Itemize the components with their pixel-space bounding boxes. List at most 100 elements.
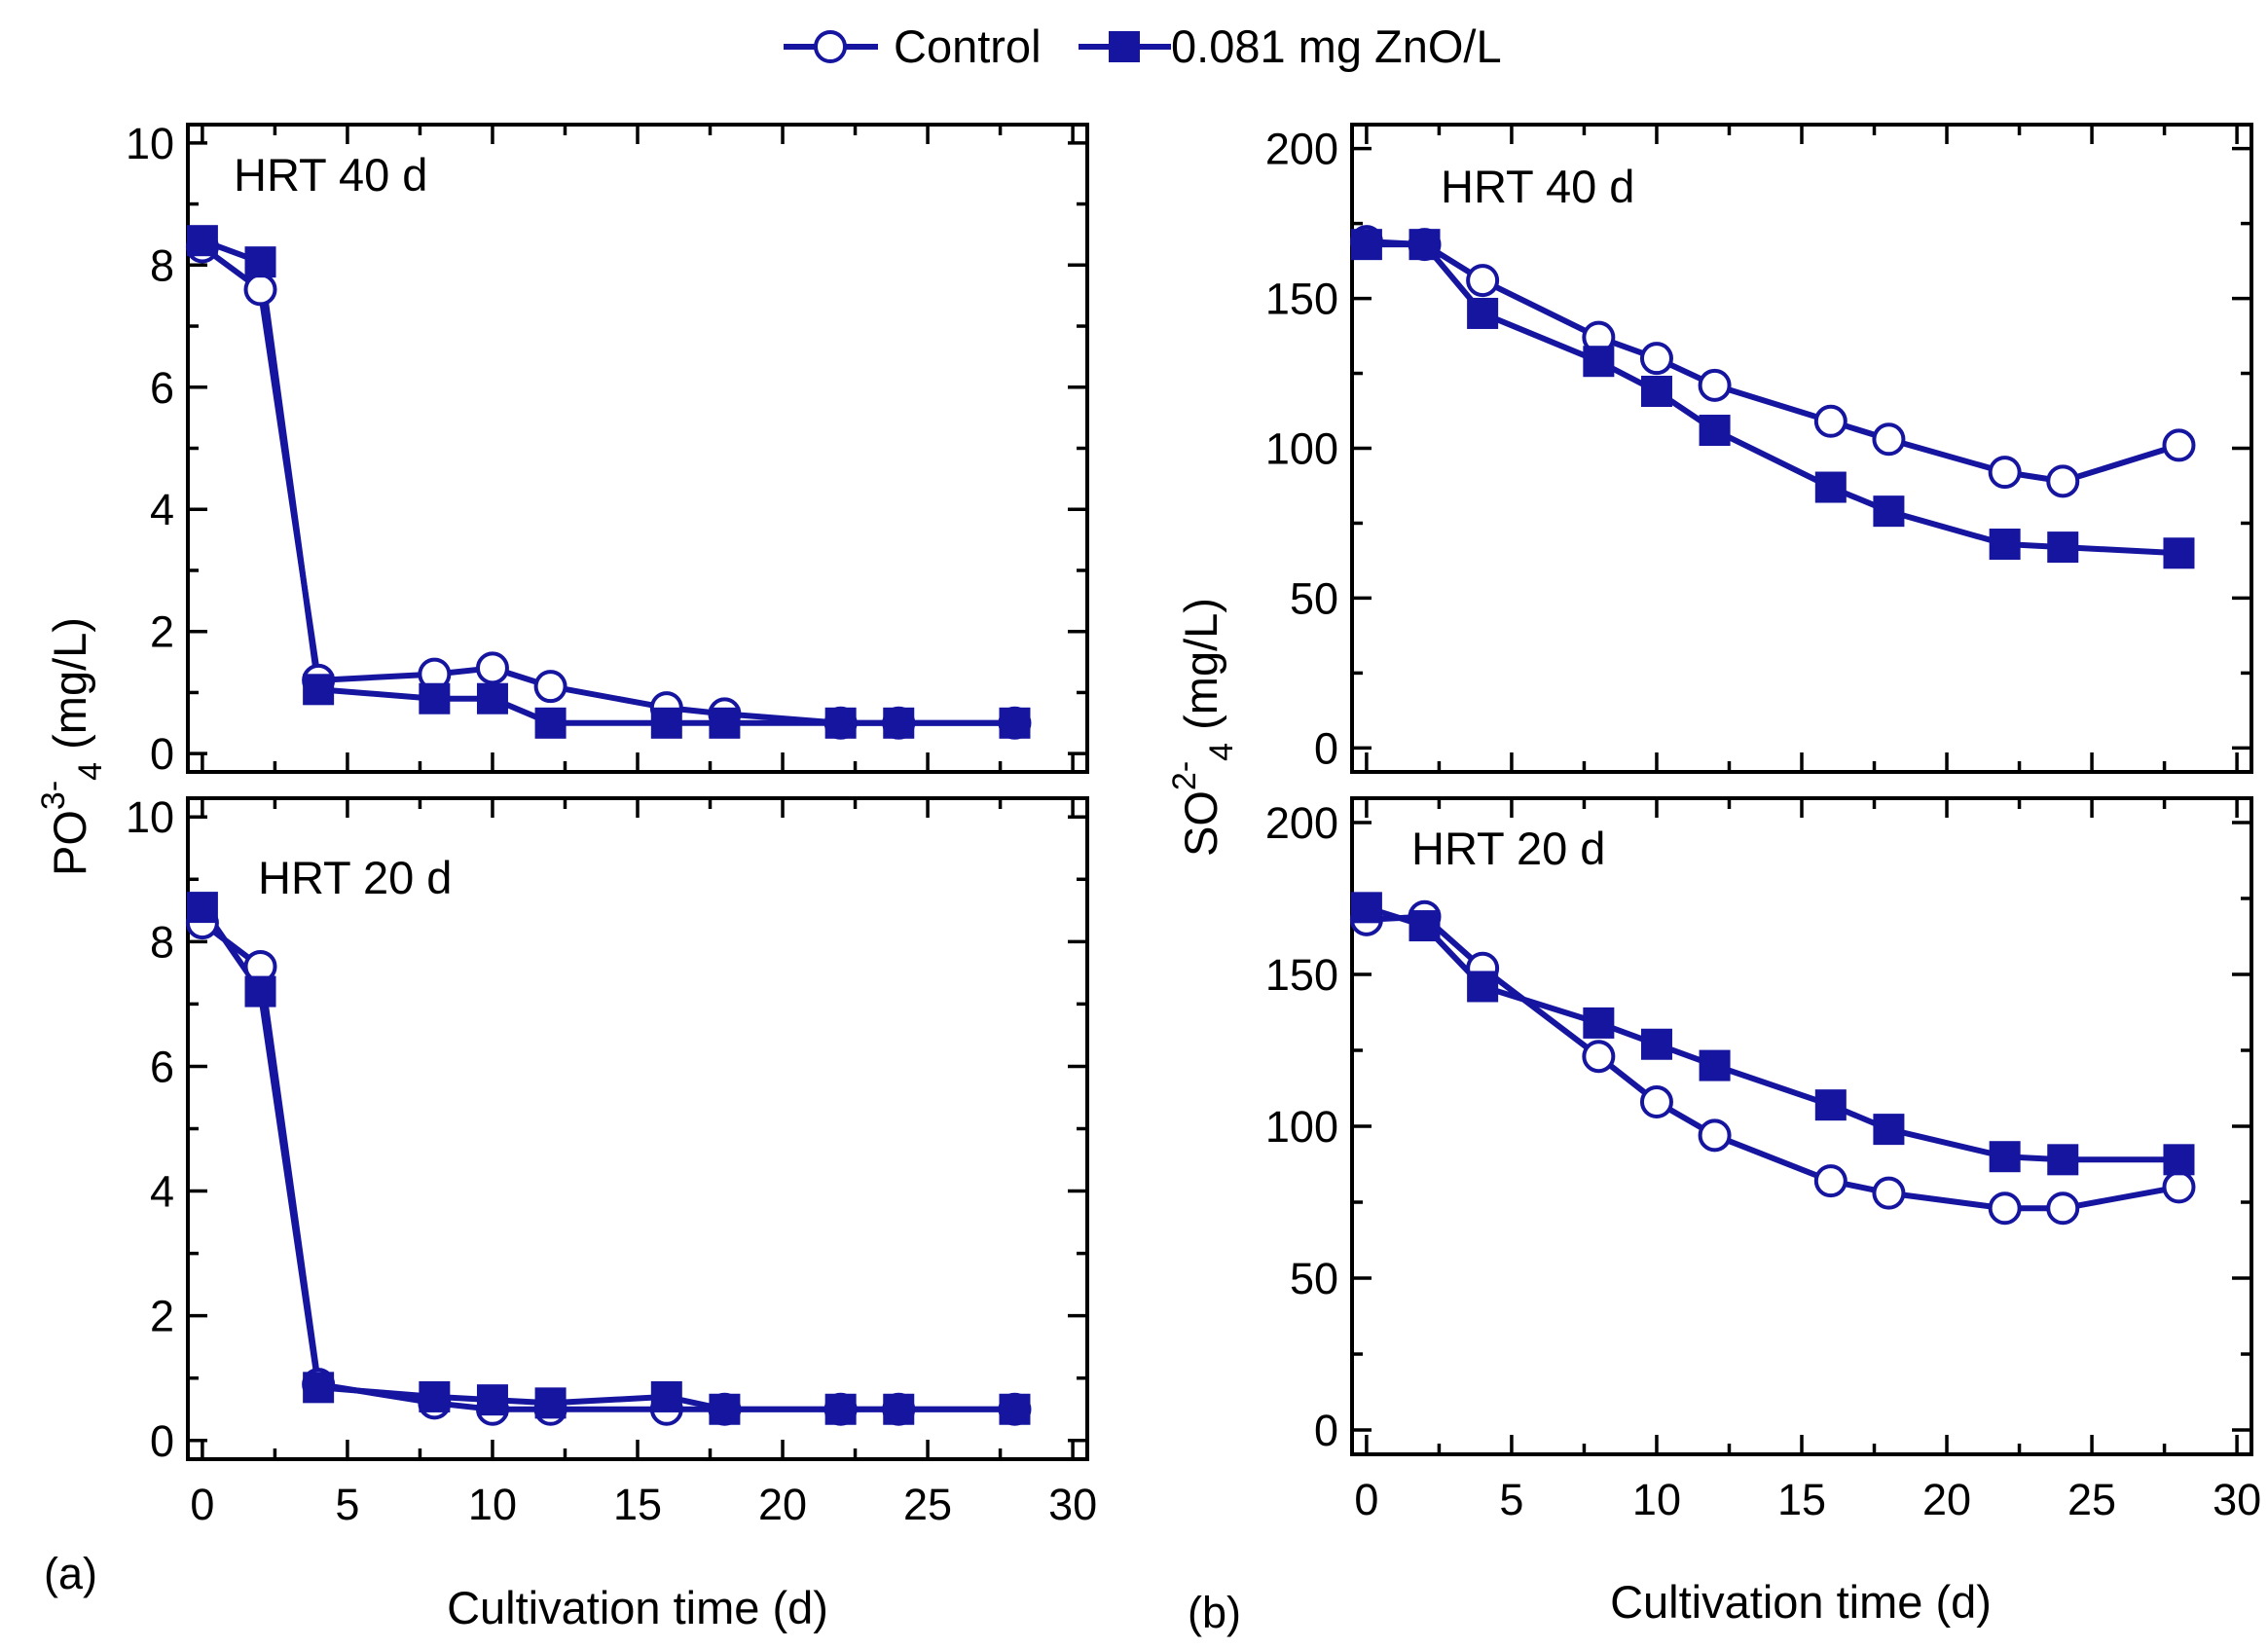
x-tick-label: 25: [2067, 1475, 2116, 1524]
data-point-zno: [824, 1393, 857, 1425]
x-tick-label: 20: [758, 1480, 807, 1529]
y-tick-label: 6: [150, 1042, 174, 1091]
data-point-zno: [303, 1372, 335, 1404]
series-line-zno: [1365, 904, 2179, 1163]
hrt-label: HRT 20 d: [258, 852, 452, 903]
x-tick-label: 20: [1922, 1475, 1971, 1524]
plot-b-bottom: 0 5 10 15 20 25 30 0 50 100 150 200 HRT 20 d: [1265, 796, 2261, 1524]
y-tick-label: 50: [1290, 573, 1338, 623]
y-tick-label: 200: [1265, 125, 1338, 174]
y-tick-label: 0: [150, 729, 174, 779]
y-tick-label: 50: [1290, 1254, 1338, 1303]
data-point-control: [1466, 264, 1500, 298]
data-point-control: [2046, 464, 2080, 498]
data-point-zno: [476, 1384, 508, 1416]
x-tick-label: 30: [2213, 1475, 2261, 1524]
data-point-zno: [1989, 529, 2021, 561]
data-point-control: [1988, 456, 2022, 490]
data-point-control: [1813, 1164, 1847, 1198]
y-axis-title-b: SO2-4 (mg/L): [1166, 598, 1240, 857]
x-axis-title-b: Cultivation time (d): [1610, 1576, 1992, 1628]
x-tick-label: 0: [1354, 1475, 1378, 1524]
data-point-zno: [1408, 229, 1441, 261]
data-point-zno: [650, 707, 682, 739]
data-point-zno: [1350, 892, 1382, 924]
data-point-control: [1872, 422, 1906, 457]
y-tick-label: 0: [1314, 723, 1338, 773]
data-point-zno: [2163, 1144, 2195, 1176]
x-tick-label: 0: [190, 1480, 214, 1529]
data-point-zno: [419, 682, 451, 715]
data-point-zno: [186, 225, 218, 257]
data-point-zno: [2047, 531, 2079, 564]
data-point-zno: [1467, 297, 1499, 329]
data-point-zno: [709, 707, 741, 739]
axes-frame: [1350, 123, 2253, 774]
data-point-zno: [1350, 229, 1382, 261]
data-point-zno: [534, 1387, 567, 1419]
data-point-zno: [1699, 1049, 1731, 1081]
data-point-control: [1582, 1040, 1616, 1074]
data-point-zno: [534, 707, 567, 739]
y-tick-label: 4: [150, 1167, 174, 1217]
x-tick-label: 10: [1632, 1475, 1681, 1524]
data-point-zno: [303, 674, 335, 706]
y-tick-label: 2: [150, 1292, 174, 1341]
data-point-zno: [1640, 376, 1672, 408]
panel-b: 0 50 100 150 200 HRT 40 d 0 5 10 15 20 25 30 0 50 100…: [1166, 123, 2261, 1637]
legend: Control 0.081 mg ZnO/L: [784, 20, 1502, 72]
data-point-zno: [1408, 910, 1441, 942]
data-point-control: [1639, 342, 1673, 376]
panel-letter-a: (a): [44, 1549, 97, 1598]
y-tick-label: 150: [1265, 275, 1338, 324]
data-point-zno: [186, 892, 218, 924]
y-tick-label: 200: [1265, 798, 1338, 848]
data-point-zno: [1873, 495, 1905, 528]
data-point-zno: [1467, 971, 1499, 1003]
y-tick-label: 2: [150, 607, 174, 657]
data-point-zno: [2163, 537, 2195, 569]
y-tick-label: 4: [150, 485, 174, 534]
series-line-control: [201, 244, 1015, 726]
hrt-label: HRT 20 d: [1411, 823, 1605, 874]
data-point-zno: [999, 707, 1031, 739]
data-point-control: [1698, 368, 1732, 402]
data-point-control: [475, 651, 509, 685]
data-point-zno: [709, 1393, 741, 1425]
data-point-zno: [2047, 1144, 2079, 1176]
x-tick-label: 15: [1777, 1475, 1826, 1524]
y-tick-label: 150: [1265, 950, 1338, 1000]
data-point-control: [243, 273, 277, 307]
x-tick-label: 10: [468, 1480, 517, 1529]
y-tick-label: 8: [150, 240, 174, 290]
data-point-control: [1988, 1191, 2022, 1226]
y-tick-label: 10: [126, 792, 174, 842]
series-line-control: [201, 920, 1015, 1412]
data-point-zno: [883, 707, 915, 739]
axes-frame: [1350, 796, 2253, 1456]
x-tick-label: 25: [903, 1480, 952, 1529]
data-point-zno: [883, 1393, 915, 1425]
data-point-zno: [244, 246, 276, 278]
data-point-zno: [1814, 1089, 1847, 1121]
y-tick-label: 100: [1265, 1102, 1338, 1152]
data-point-control: [533, 670, 567, 704]
data-point-zno: [1583, 1007, 1615, 1039]
x-tick-label: 5: [335, 1480, 359, 1529]
panel-letter-b: (b): [1188, 1588, 1241, 1637]
y-tick-label: 6: [150, 363, 174, 413]
x-axis-title-a: Cultivation time (d): [447, 1582, 828, 1633]
data-point-control: [2162, 1170, 2196, 1204]
y-tick-label: 10: [126, 119, 174, 168]
x-tick-label: 5: [1499, 1475, 1523, 1524]
data-point-zno: [824, 707, 857, 739]
y-tick-label: 0: [1314, 1406, 1338, 1455]
plot-b-top: 0 50 100 150 200 HRT 40 d: [1265, 123, 2253, 774]
legend-label-control: Control: [894, 20, 1042, 72]
hrt-label: HRT 40 d: [1441, 161, 1634, 212]
panel-a: 0 2 4 6 8 10 HRT 40 d 0 5 10 15 20 25 30 0 2 4 6 8 10 HRT…: [35, 119, 1097, 1633]
data-point-zno: [1873, 1114, 1905, 1146]
data-point-control: [1698, 1118, 1732, 1153]
data-point-zno: [1640, 1028, 1672, 1060]
data-point-control: [2162, 428, 2196, 462]
